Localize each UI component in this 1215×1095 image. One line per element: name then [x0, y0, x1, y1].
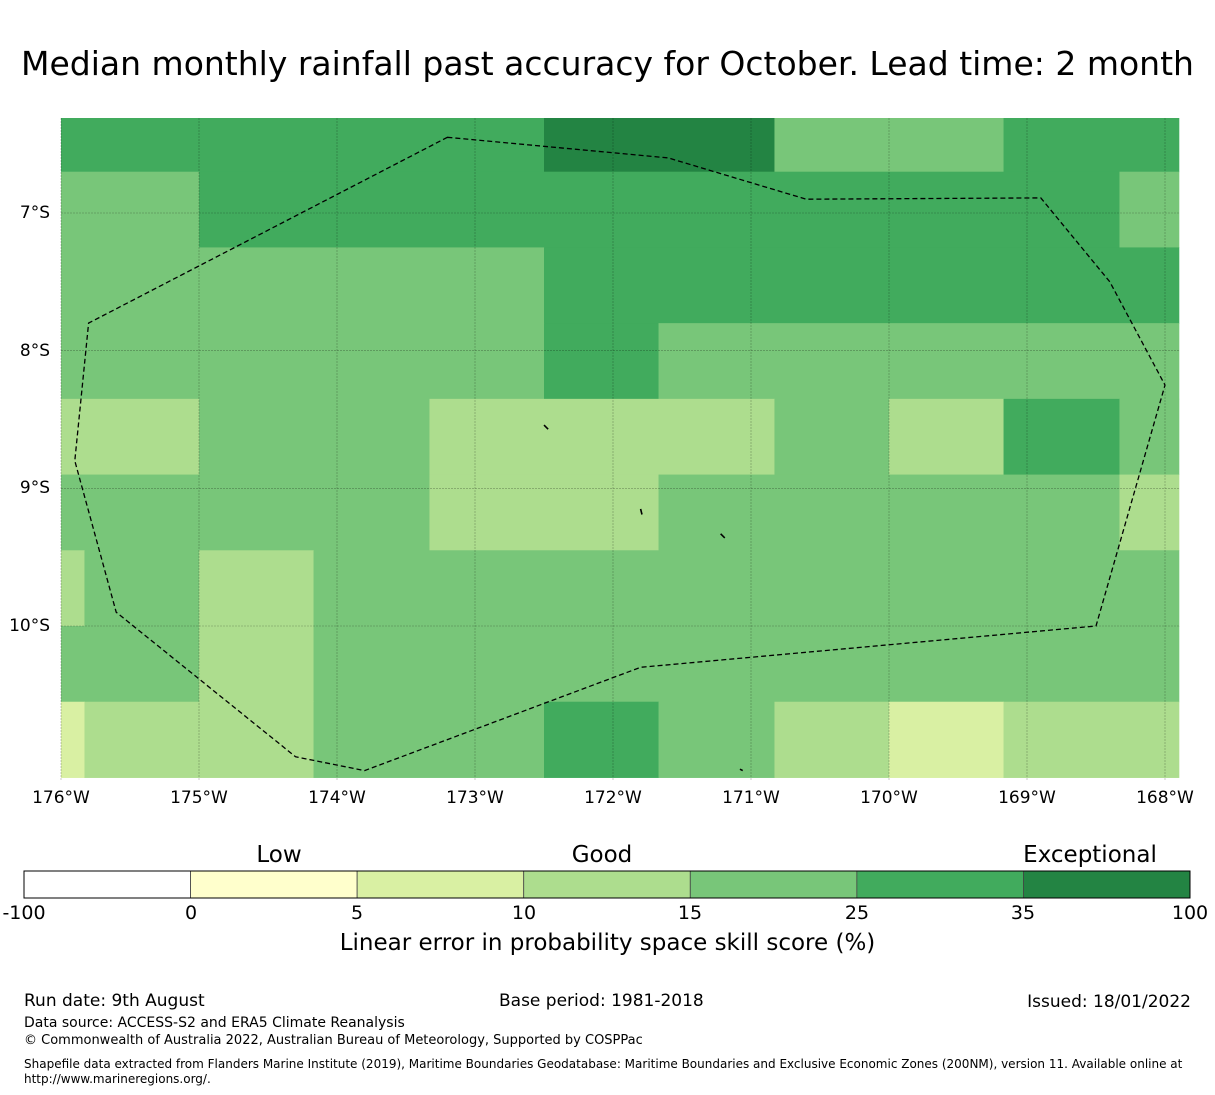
lon-label: 174°W [308, 788, 366, 808]
colorbar-segment [689, 870, 858, 899]
colorbar-label: Linear error in probability space skill … [339, 930, 876, 956]
lon-label: 169°W [998, 788, 1056, 808]
skill-cell [1003, 701, 1180, 778]
lat-label: 10°S [9, 616, 50, 636]
skill-cell [774, 398, 890, 476]
colorbar-category-good: Good [571, 842, 633, 868]
skill-cell [1119, 398, 1180, 476]
lon-label: 171°W [722, 788, 780, 808]
skill-cell [1003, 118, 1180, 173]
colorbar-tick: 15 [677, 902, 703, 924]
issued-date: Issued: 18/01/2022 [1027, 992, 1191, 1012]
skill-cell [61, 247, 545, 324]
island-outline [720, 533, 726, 539]
colorbar-outline [23, 870, 1191, 899]
skill-cell [199, 626, 315, 703]
skill-cell [84, 550, 200, 627]
skill-cell [889, 701, 1005, 778]
copyright: © Commonwealth of Australia 2022, Austra… [24, 1033, 643, 1048]
skill-cell [61, 118, 200, 173]
skill-cell [199, 398, 430, 476]
skill-cell [61, 626, 200, 703]
skill-cell [774, 701, 890, 778]
colorbar-segment [523, 870, 691, 899]
colorbar-category-exceptional: Exceptional [1023, 842, 1157, 868]
colorbar-category-low: Low [256, 842, 302, 868]
colorbar-tick: 100 [1171, 902, 1209, 924]
skill-grid-layer [61, 118, 1180, 778]
lon-label: 168°W [1136, 788, 1194, 808]
skill-cell [61, 550, 85, 627]
base-period: Base period: 1981-2018 [499, 991, 704, 1011]
lon-label: 170°W [860, 788, 918, 808]
lon-label: 175°W [170, 788, 228, 808]
skill-cell [544, 323, 660, 400]
skill-cell [429, 398, 775, 476]
islands-layer [543, 424, 744, 772]
colorbar-segment [856, 870, 1024, 899]
skill-cell [774, 118, 1005, 173]
skill-cell [658, 701, 775, 778]
shapefile-credit: Shapefile data extracted from Flanders M… [24, 1057, 1183, 1086]
lon-label: 172°W [584, 788, 642, 808]
graticule-layer [60, 118, 1179, 780]
skill-cell [61, 171, 200, 248]
skill-cell [84, 701, 315, 778]
skill-cell [544, 701, 660, 778]
colorbar-segment [23, 870, 191, 899]
lon-label: 173°W [446, 788, 504, 808]
island-outline [639, 508, 643, 515]
island-outline [739, 768, 744, 772]
colorbar-segment [190, 870, 358, 899]
map-title: Median monthly rainfall past accuracy fo… [21, 44, 1194, 83]
skill-cell [544, 118, 775, 173]
skill-cell [199, 550, 315, 627]
skill-cell [313, 626, 1180, 703]
colorbar-segment [1023, 870, 1191, 899]
colorbar-tick: 25 [844, 902, 870, 924]
skill-cell [1119, 171, 1180, 248]
skill-cell [313, 550, 1180, 627]
colorbar-tick: 0 [184, 902, 198, 924]
skill-cell [544, 247, 1180, 324]
skill-cell [429, 474, 660, 551]
skill-map [60, 118, 1180, 780]
colorbar-segment [356, 870, 525, 899]
run-date: Run date: 9th August [24, 991, 205, 1011]
skill-cell [61, 474, 430, 551]
lon-label: 176°W [32, 788, 90, 808]
colorbar-tick: 35 [1010, 902, 1036, 924]
skill-cell [1119, 474, 1180, 551]
skill-cell [199, 171, 1120, 248]
skill-cell [889, 398, 1005, 476]
skill-cell [658, 474, 1120, 551]
data-source: Data source: ACCESS-S2 and ERA5 Climate … [24, 1015, 405, 1031]
lat-label: 8°S [19, 341, 50, 361]
skill-cell [61, 701, 85, 778]
lat-label: 9°S [19, 478, 50, 498]
skill-cell [1003, 398, 1120, 476]
lat-label: 7°S [19, 203, 50, 223]
skill-cell [199, 118, 545, 173]
colorbar-tick: 5 [350, 902, 364, 924]
colorbar-tick: -100 [2, 902, 46, 924]
eez-boundary [74, 136, 1166, 772]
colorbar-tick: 10 [511, 902, 537, 924]
skill-cell [658, 323, 1180, 400]
island-outline [543, 424, 549, 430]
colorbar [23, 870, 1191, 899]
skill-cell [61, 323, 545, 400]
skill-cell [61, 398, 200, 476]
skill-cell [313, 701, 545, 778]
